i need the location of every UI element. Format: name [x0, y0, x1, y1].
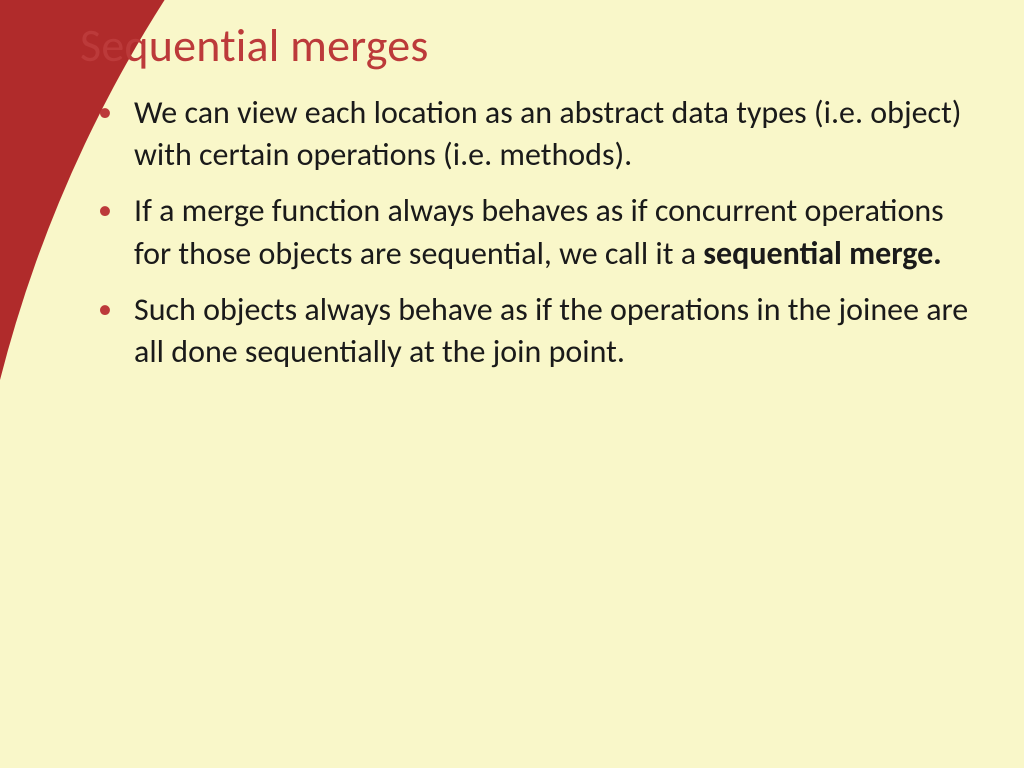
bullet-text-bold: sequential merge. [703, 234, 941, 273]
bullet-item: We can view each location as an abstract… [120, 92, 984, 176]
bullet-text: We can view each location as an abstract… [134, 93, 961, 174]
bullet-item: Such objects always behave as if the ope… [120, 289, 984, 373]
bullet-item: If a merge function always behaves as if… [120, 190, 984, 274]
bullet-text: Such objects always behave as if the ope… [134, 290, 968, 371]
slide-title: Sequential merges [80, 18, 984, 74]
slide-content: Sequential merges We can view each locat… [0, 0, 1024, 768]
bullet-list: We can view each location as an abstract… [80, 92, 984, 373]
